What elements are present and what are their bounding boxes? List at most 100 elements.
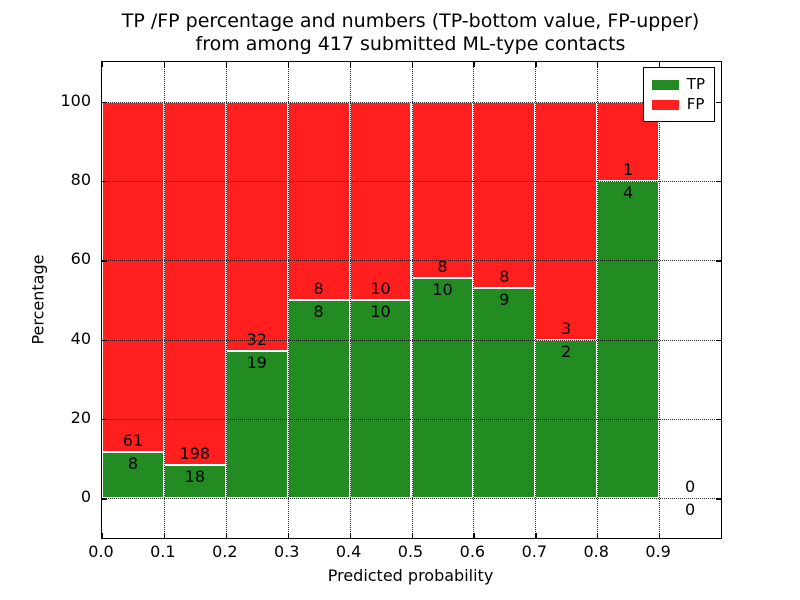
y-tick-mark xyxy=(102,419,107,421)
y-tick-label: 40 xyxy=(70,328,91,348)
x-tick-mark xyxy=(411,533,413,538)
y-tick-label: 80 xyxy=(70,170,91,189)
fp-count-label: 3 xyxy=(561,318,572,338)
legend-label-tp: TP xyxy=(686,75,705,93)
y-tick-label: 100 xyxy=(60,90,91,110)
tp-count-label: 0 xyxy=(684,500,696,520)
x-tick-mark xyxy=(659,533,661,538)
y-tick-mark xyxy=(102,101,107,103)
tp-bar-segment xyxy=(411,277,474,499)
x-tick-mark-top xyxy=(102,62,104,67)
y-tick-mark xyxy=(102,339,107,341)
fp-bar-segment xyxy=(349,101,412,300)
x-tick-mark xyxy=(163,533,166,538)
x-tick-label: 0.1 xyxy=(150,542,176,561)
x-gridline xyxy=(225,62,227,538)
x-gridline xyxy=(163,62,165,538)
x-tick-mark-top xyxy=(287,62,289,67)
x-tick-mark xyxy=(535,533,537,538)
tp-count-label: 18 xyxy=(184,467,206,487)
x-tick-mark-top xyxy=(473,62,475,67)
tp-bar-segment xyxy=(225,350,288,499)
fp-bar-segment xyxy=(535,101,598,340)
x-tick-mark xyxy=(287,533,289,538)
fp-count-label: 1 xyxy=(623,160,634,179)
tp-count-label: 10 xyxy=(370,302,391,321)
x-gridline xyxy=(535,62,537,538)
fp-count-label: 8 xyxy=(499,267,510,287)
x-tick-mark-top xyxy=(163,62,166,67)
x-tick-label: 0.6 xyxy=(459,542,486,561)
fp-bar-segment xyxy=(102,101,164,453)
x-tick-label: 0.7 xyxy=(521,542,548,561)
x-tick-label: 0.4 xyxy=(335,542,362,561)
y-tick-label: 60 xyxy=(70,249,91,269)
fp-count-label: 0 xyxy=(684,477,696,497)
fp-count-label: 32 xyxy=(246,329,267,349)
tp-bar-segment xyxy=(163,465,226,499)
fp-bar-segment xyxy=(411,101,474,278)
x-tick-mark xyxy=(349,533,351,538)
y-tick-mark-right xyxy=(716,181,721,183)
tp-count-label: 8 xyxy=(127,454,139,474)
tp-count-label: 4 xyxy=(623,183,634,202)
fp-bar-segment xyxy=(287,101,350,300)
tp-bar-segment xyxy=(102,452,164,499)
tp-count-label: 19 xyxy=(246,352,267,372)
plot-canvas: 61 8 198 18 32 19 8 8 10 10 8 10 8 9 3 2 1 4 0 0 xyxy=(102,62,721,538)
x-gridline xyxy=(473,62,475,538)
legend-swatch-fp xyxy=(651,99,679,110)
legend-swatch-tp xyxy=(651,79,679,90)
x-tick-mark-top xyxy=(597,62,599,67)
x-gridline xyxy=(659,62,661,538)
y-tick-mark-right xyxy=(716,339,721,341)
y-tick-mark xyxy=(102,260,107,262)
x-gridline xyxy=(287,62,289,538)
x-tick-mark-top xyxy=(535,62,537,67)
legend-entry-fp: FP xyxy=(651,95,705,113)
x-tick-label: 0.8 xyxy=(583,542,609,561)
y-tick-mark-right xyxy=(716,101,721,103)
y-tick-mark-right xyxy=(716,260,721,262)
x-tick-label: 0.3 xyxy=(273,542,300,561)
y-tick-mark xyxy=(102,498,107,500)
x-tick-mark-top xyxy=(225,62,228,67)
y-tick-mark-right xyxy=(716,419,721,421)
chart-title: TP /FP percentage and numbers (TP-bottom… xyxy=(0,10,800,56)
x-tick-label: 0.0 xyxy=(88,542,114,561)
fp-count-label: 198 xyxy=(179,444,211,464)
chart-title-line1: TP /FP percentage and numbers (TP-bottom… xyxy=(121,10,700,32)
tp-bar-segment xyxy=(287,300,350,499)
y-tick-mark xyxy=(102,181,107,183)
fp-count-label: 8 xyxy=(313,279,324,298)
y-tick-mark-right xyxy=(716,498,721,500)
tp-bar-segment xyxy=(535,339,598,499)
x-tick-mark xyxy=(473,533,475,538)
x-tick-mark-top xyxy=(659,62,661,67)
legend-entry-tp: TP xyxy=(651,75,705,93)
x-gridline xyxy=(411,62,413,538)
tp-bar-segment xyxy=(349,300,412,499)
fp-count-label: 10 xyxy=(370,279,391,298)
x-gridline xyxy=(349,62,351,538)
legend-label-fp: FP xyxy=(686,95,705,113)
x-tick-label: 0.5 xyxy=(397,542,424,561)
tp-count-label: 2 xyxy=(561,341,572,361)
tp-bar-segment xyxy=(473,288,536,499)
x-tick-label: 0.9 xyxy=(645,542,671,561)
tp-count-label: 10 xyxy=(432,279,453,299)
fp-bar-segment xyxy=(225,101,288,351)
chart-title-line2: from among 417 submitted ML-type contact… xyxy=(195,33,626,55)
legend: TP FP xyxy=(642,67,715,122)
x-tick-mark-top xyxy=(349,62,351,67)
x-tick-label: 0.2 xyxy=(212,542,238,561)
fp-count-label: 8 xyxy=(437,256,448,276)
x-tick-mark-top xyxy=(411,62,413,67)
fp-bar-segment xyxy=(163,101,226,466)
x-tick-mark xyxy=(597,533,599,538)
x-tick-mark xyxy=(102,533,104,538)
x-gridline xyxy=(597,62,599,538)
y-tick-label: 0 xyxy=(80,487,91,507)
y-tick-label: 20 xyxy=(70,408,91,427)
